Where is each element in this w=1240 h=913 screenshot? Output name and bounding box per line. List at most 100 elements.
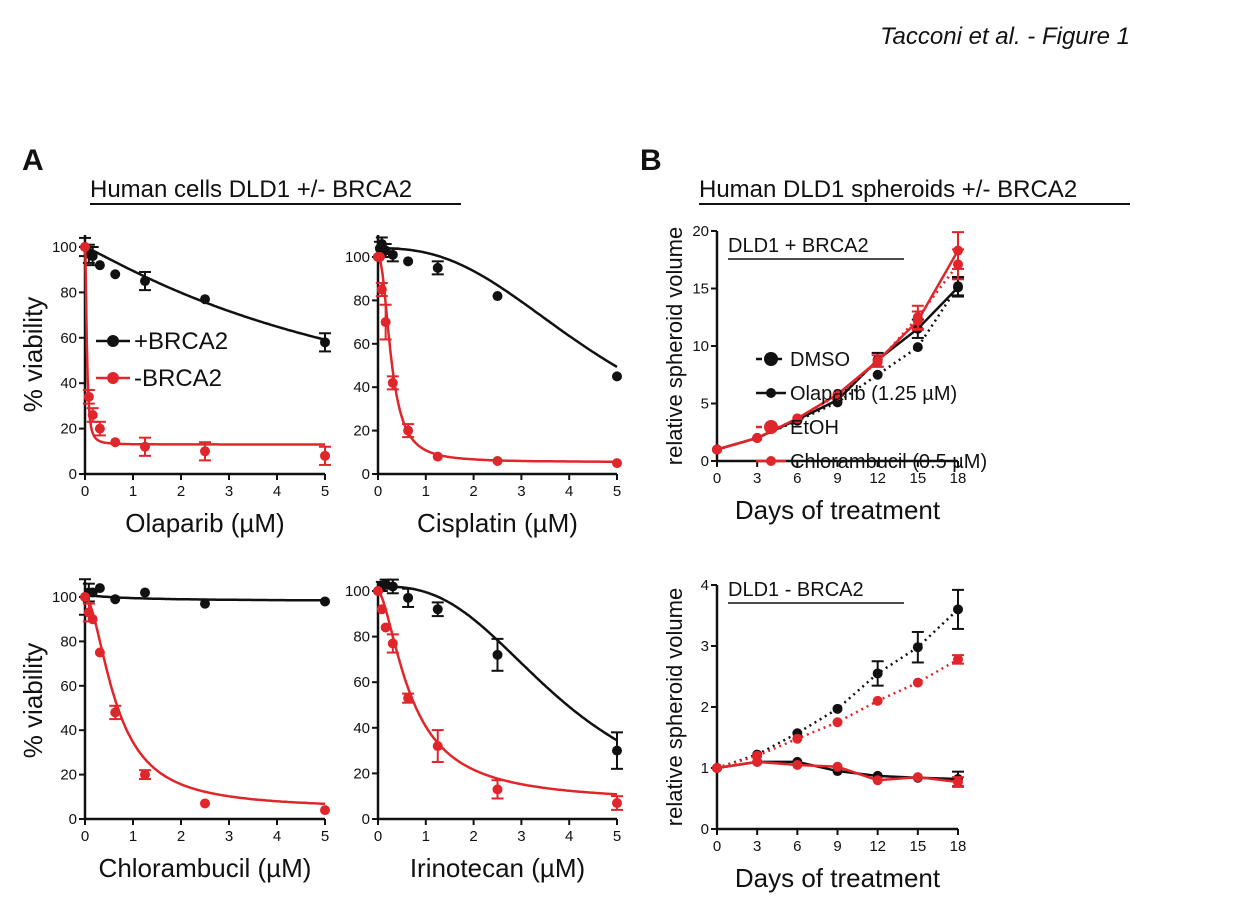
y-axis-label: relative spheroid volume — [662, 588, 687, 826]
y-tick-label: 40 — [60, 375, 77, 392]
series--brca2 — [79, 578, 330, 616]
y-tick-label: 60 — [60, 330, 77, 347]
x-tick-label: 12 — [869, 838, 886, 855]
panel-a-letter: A — [22, 144, 44, 177]
data-point — [200, 446, 210, 457]
y-tick-label: 20 — [353, 765, 370, 782]
series--brca2 — [373, 236, 622, 382]
legend-label: EtOH — [790, 417, 839, 439]
data-point — [953, 282, 963, 293]
series-chlorambucil-0-5-m- — [712, 756, 964, 788]
y-tick-label: 4 — [701, 577, 709, 594]
data-point — [612, 745, 622, 756]
data-point — [832, 761, 843, 772]
figure-title: Tacconi et al. - Figure 1 — [880, 23, 1130, 50]
data-point — [912, 677, 923, 688]
x-tick-label: 12 — [869, 470, 886, 487]
data-point — [380, 622, 391, 633]
y-tick-label: 2 — [701, 699, 709, 716]
legend-marker — [764, 352, 778, 366]
data-point — [376, 284, 387, 295]
data-point — [432, 451, 443, 462]
fit-curve — [83, 245, 326, 341]
x-tick-label: 4 — [273, 483, 281, 500]
data-point — [912, 342, 923, 353]
x-tick-label: 4 — [273, 828, 281, 845]
data-point — [912, 315, 923, 326]
y-axis-label: % viability — [18, 643, 48, 759]
x-axis-label: Cisplatin (µM) — [417, 508, 578, 538]
data-point — [832, 703, 843, 714]
y-tick-label: 60 — [60, 678, 77, 695]
data-point — [87, 587, 98, 598]
x-tick-label: 5 — [613, 483, 621, 500]
x-tick-label: 3 — [753, 470, 761, 487]
series--brca2 — [373, 252, 622, 469]
data-point — [87, 409, 98, 420]
x-tick-label: 3 — [225, 828, 233, 845]
y-tick-label: 80 — [60, 633, 77, 650]
data-point — [387, 638, 398, 649]
y-tick-label: 20 — [60, 421, 77, 438]
x-tick-label: 15 — [909, 470, 926, 487]
legend-label: Olaparib (1.25 µM) — [790, 383, 957, 405]
y-tick-label: 60 — [353, 336, 370, 353]
data-point — [953, 604, 963, 615]
series-dmso — [712, 588, 964, 773]
legend-marker — [766, 388, 776, 398]
data-point — [87, 251, 98, 262]
data-point — [110, 437, 121, 448]
data-point — [87, 614, 98, 625]
data-point — [110, 707, 121, 718]
fit-curve — [378, 247, 618, 368]
x-tick-label: 3 — [517, 828, 525, 845]
series-chlorambucil-0-5-m- — [712, 231, 964, 455]
data-point — [403, 592, 414, 603]
data-point — [612, 371, 622, 382]
data-point — [912, 772, 923, 783]
data-point — [953, 654, 963, 665]
y-tick-label: 100 — [52, 589, 77, 606]
y-tick-label: 0 — [701, 453, 709, 470]
chart-inner-title: DLD1 - BRCA2 — [728, 579, 864, 601]
data-point — [752, 756, 763, 767]
data-point — [492, 649, 503, 660]
y-tick-label: 0 — [69, 466, 77, 483]
data-point — [374, 252, 385, 262]
data-point — [953, 777, 963, 788]
x-axis-label: Olaparib (µM) — [125, 508, 284, 538]
y-tick-label: 1 — [701, 760, 709, 777]
data-point — [94, 260, 105, 271]
panel-b-letter: B — [640, 144, 662, 177]
x-tick-label: 0 — [374, 483, 382, 500]
data-point — [200, 798, 210, 809]
x-tick-label: 5 — [613, 828, 621, 845]
y-tick-label: 3 — [701, 638, 709, 655]
data-point — [403, 425, 414, 436]
y-tick-label: 40 — [353, 720, 370, 737]
y-axis-label: % viability — [18, 297, 48, 413]
y-tick-label: 5 — [701, 396, 709, 413]
data-point — [492, 784, 503, 795]
chart-olaparib: 0 1 2 3 4 5 0 20 40 60 80 100 Olaparib (µM) % viabili… — [18, 235, 331, 538]
data-point — [953, 245, 963, 256]
fit-curve — [377, 255, 617, 463]
x-axis-label: Chlorambucil (µM) — [99, 853, 312, 883]
legend-marker — [766, 456, 776, 466]
x-tick-label: 0 — [374, 828, 382, 845]
data-point — [612, 798, 622, 809]
x-tick-label: 9 — [833, 470, 841, 487]
data-point — [792, 413, 803, 424]
y-tick-label: 100 — [345, 583, 370, 600]
x-tick-label: 4 — [565, 828, 573, 845]
y-tick-label: 0 — [362, 811, 370, 828]
y-tick-label: 20 — [692, 223, 709, 240]
y-tick-label: 60 — [353, 674, 370, 691]
y-tick-label: 80 — [60, 284, 77, 301]
x-tick-label: 0 — [81, 483, 89, 500]
legend-label: -BRCA2 — [134, 365, 222, 392]
data-point — [387, 377, 398, 388]
x-tick-label: 9 — [833, 838, 841, 855]
y-tick-label: 0 — [701, 821, 709, 838]
